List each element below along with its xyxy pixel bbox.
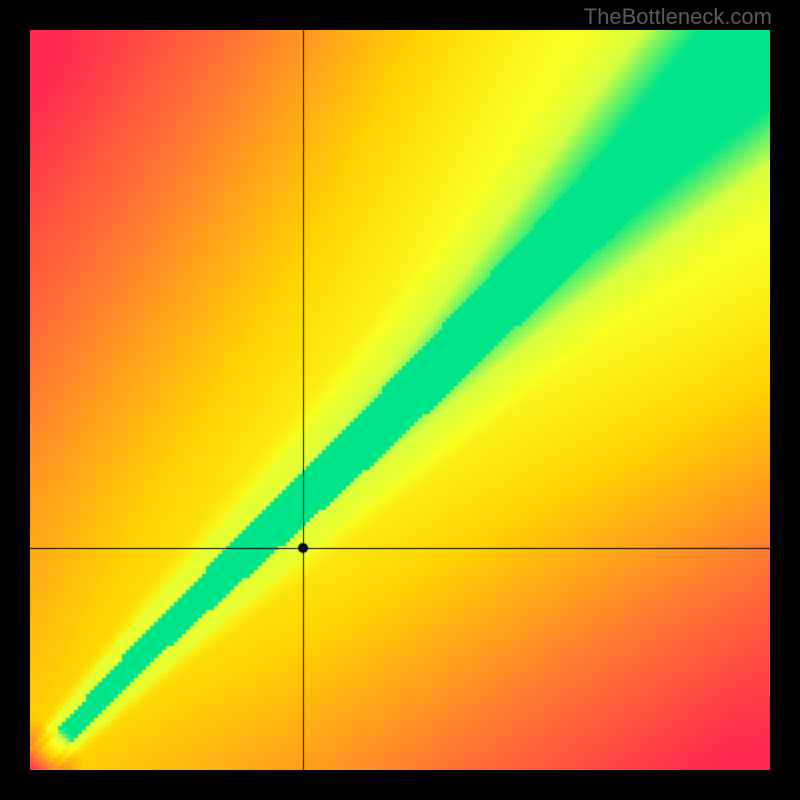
watermark-text: TheBottleneck.com — [584, 4, 772, 30]
plot-area — [30, 30, 770, 770]
chart-container: TheBottleneck.com — [0, 0, 800, 800]
heatmap-canvas — [30, 30, 770, 770]
